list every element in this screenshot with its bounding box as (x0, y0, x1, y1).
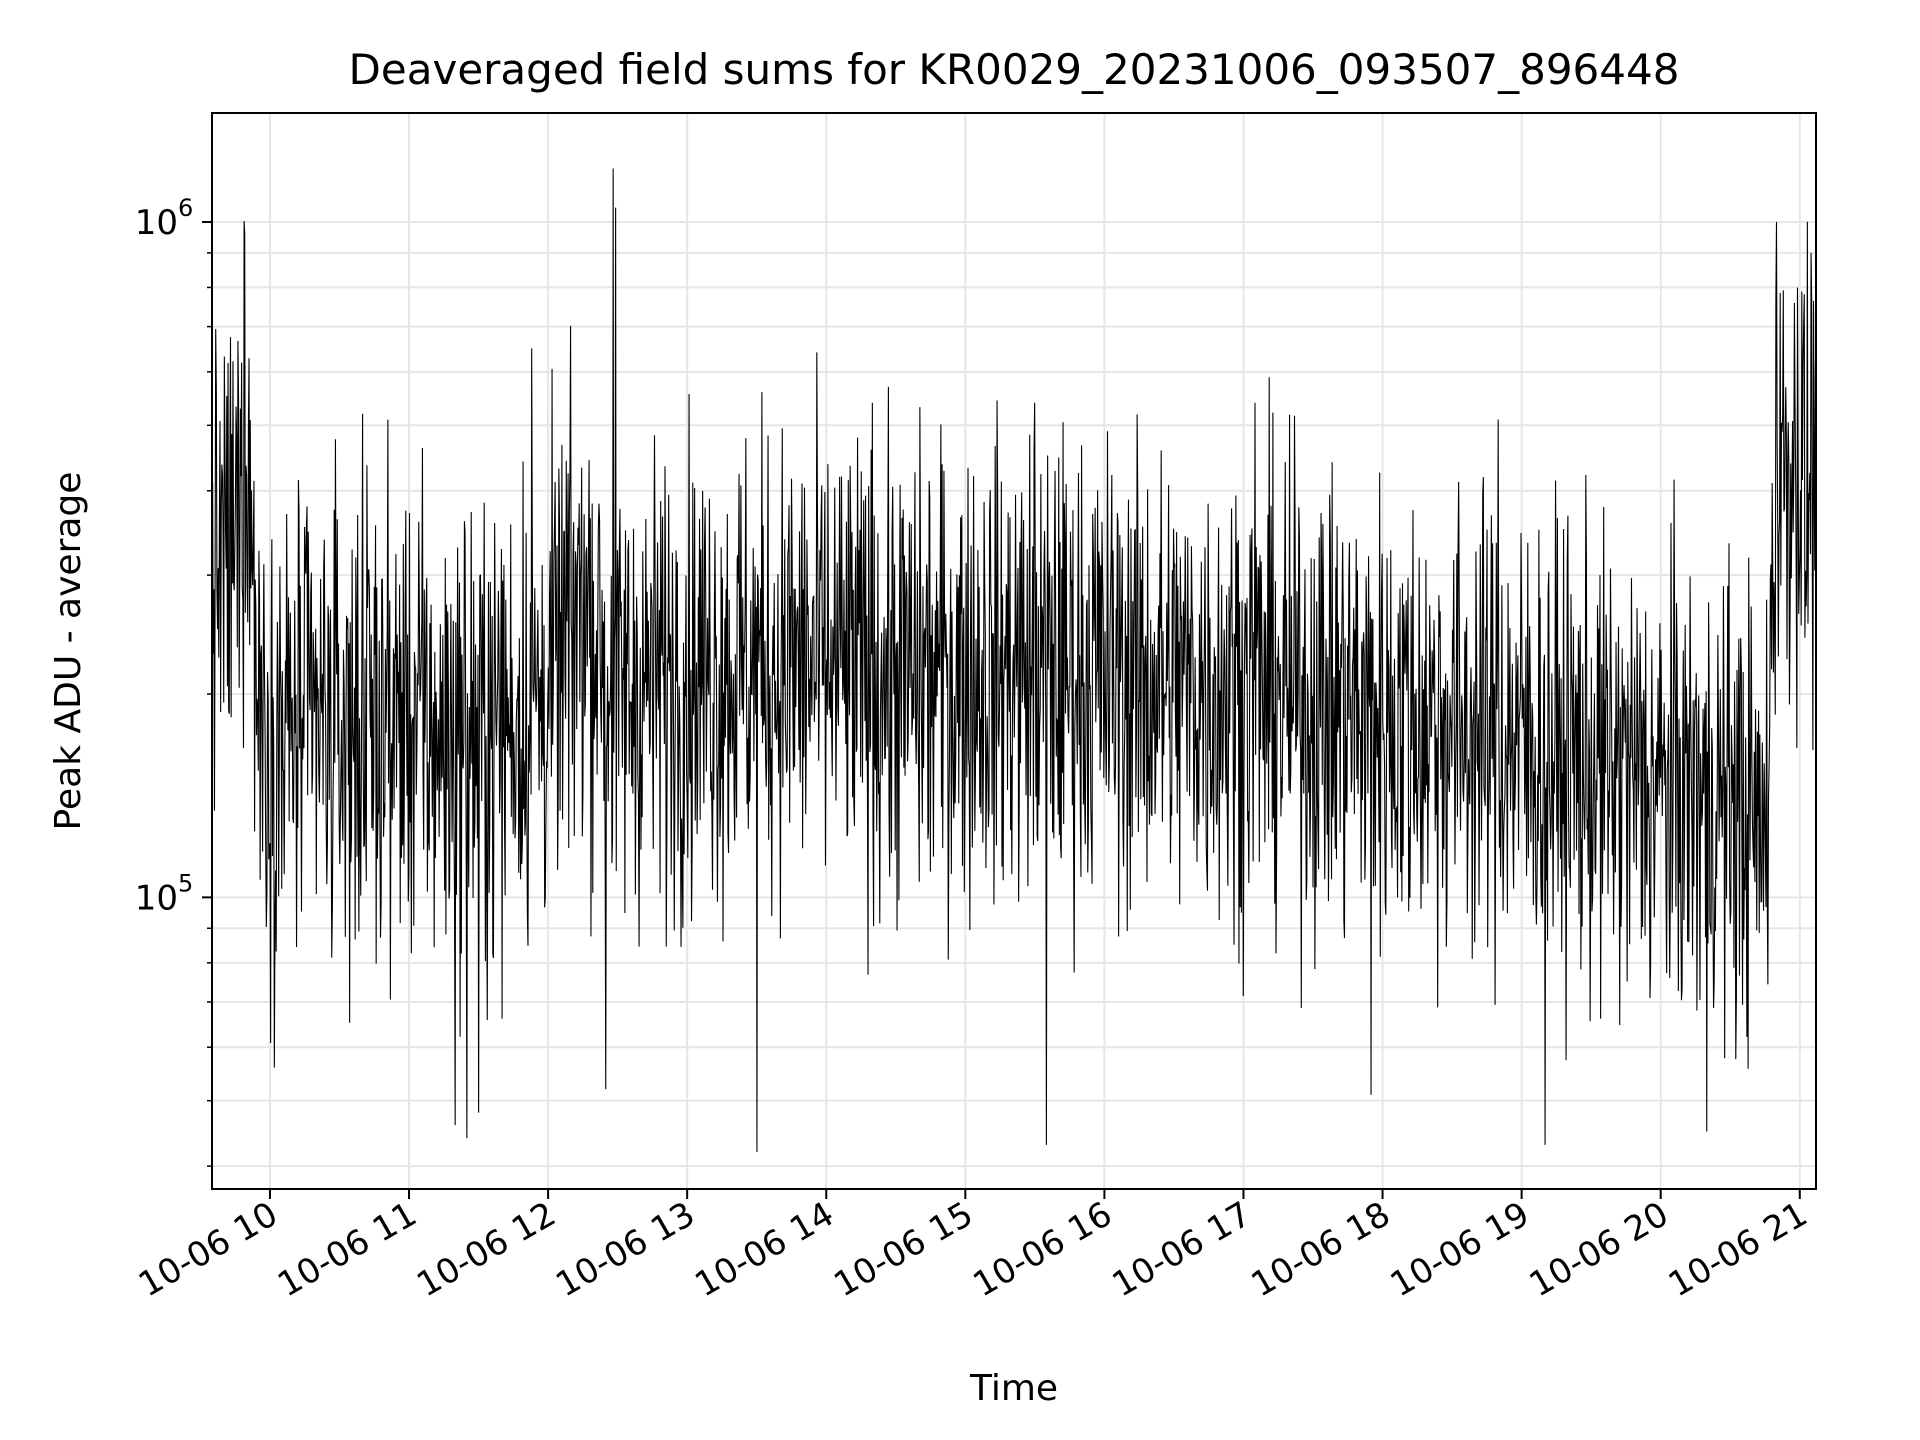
plot-area (212, 168, 1816, 1152)
y-axis-label: Peak ADU - average (48, 472, 89, 831)
x-axis-label: Time (969, 1368, 1058, 1409)
y-tick-exponent: 5 (178, 869, 193, 897)
y-tick-label: 10 (135, 878, 178, 918)
chart-title: Deaveraged field sums for KR0029_2023100… (349, 45, 1680, 94)
plot-frame (211, 112, 1817, 1190)
series-line (212, 168, 1816, 1152)
y-tick-label: 10 (135, 203, 178, 243)
y-tick-exponent: 6 (178, 194, 193, 222)
